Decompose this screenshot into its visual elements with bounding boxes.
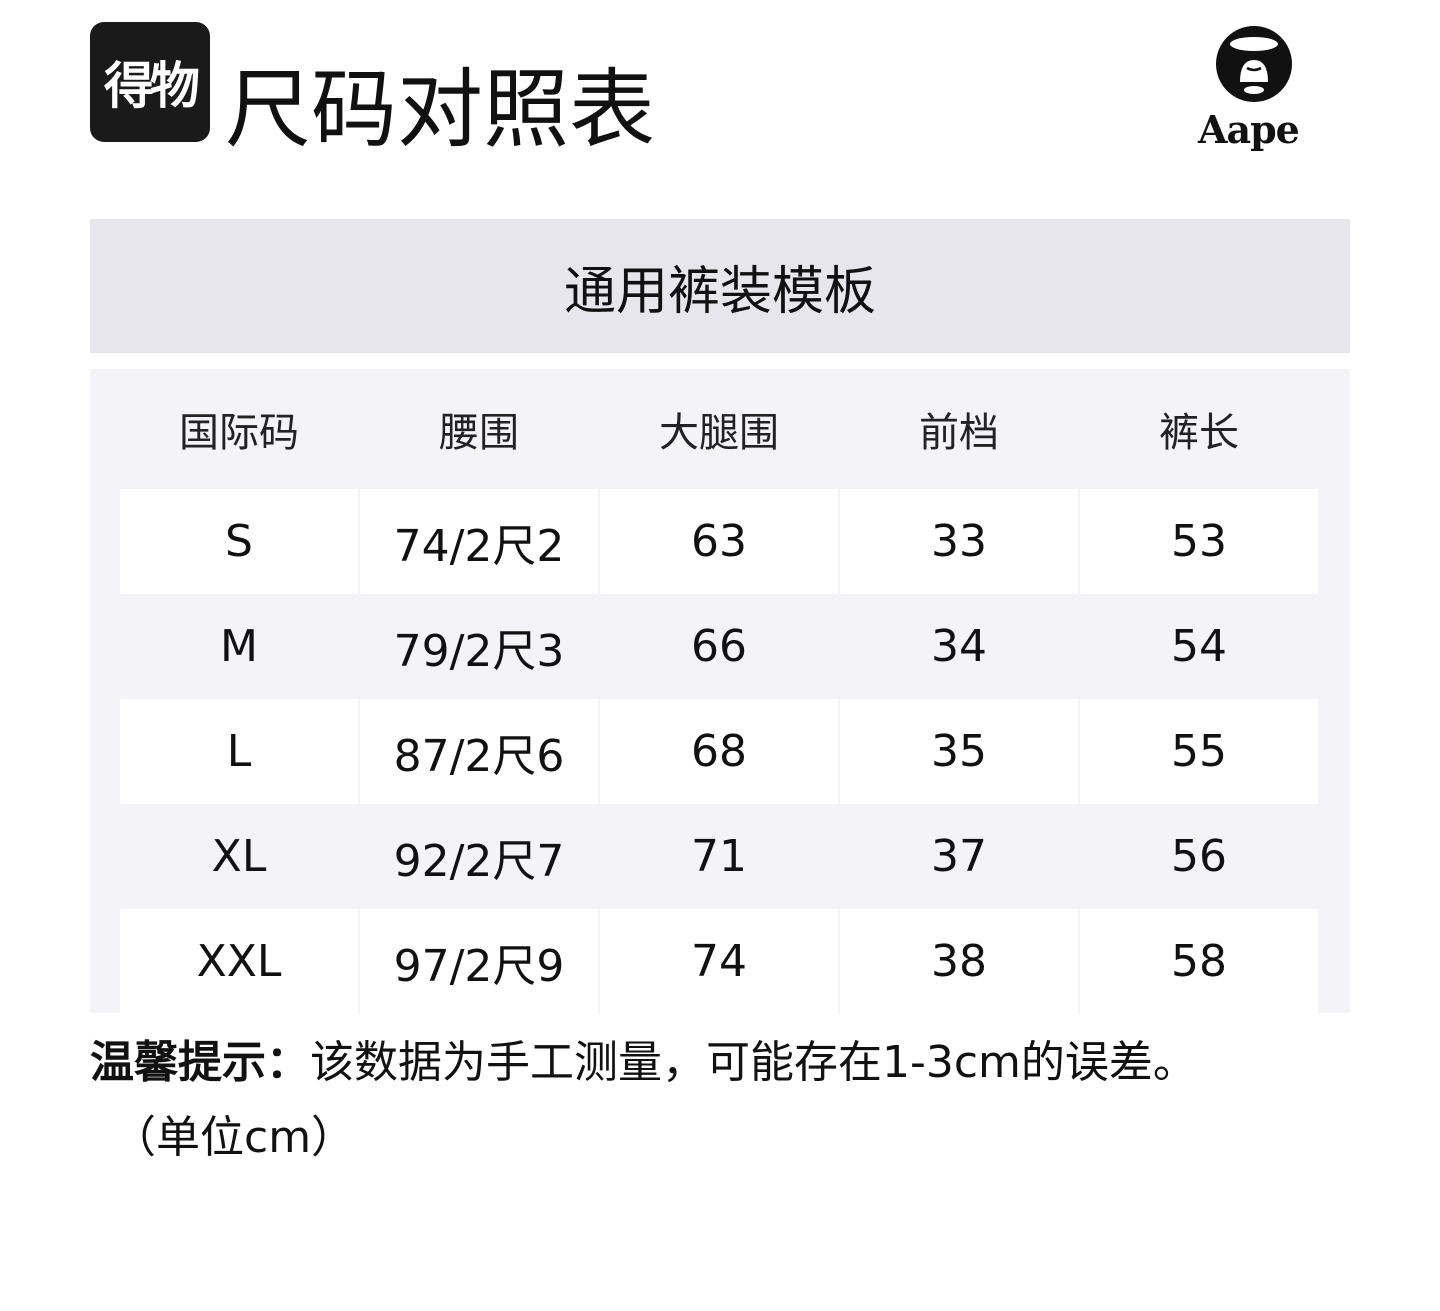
table-cell: 74 <box>600 909 838 1014</box>
dewu-logo: 得物 <box>90 22 210 142</box>
column-header: 大腿围 <box>659 410 779 456</box>
table-cell: 37 <box>931 831 987 882</box>
table-cell: S <box>120 489 358 594</box>
note: 温馨提示：该数据为手工测量，可能存在1-3cm的误差。 <box>90 1035 1197 1091</box>
column-header: 前档 <box>919 410 999 456</box>
column-header: 腰围 <box>439 410 519 456</box>
table-cell: 63 <box>600 489 838 594</box>
table-cell: 38 <box>840 909 1078 1014</box>
table-cell: 34 <box>931 621 987 672</box>
size-table: 国际码 腰围 大腿围 前档 裤长 S 74/2尺2 63 33 53 M 79/2尺3 66 34 54 L 8… <box>90 369 1350 1014</box>
ape-head-icon <box>1216 26 1292 102</box>
table-cell: XXL <box>120 909 358 1014</box>
table-cell: 56 <box>1171 831 1227 882</box>
table-cell: 97/2尺9 <box>360 909 598 1014</box>
table-cell: 35 <box>840 699 1078 804</box>
table-cell: 68 <box>600 699 838 804</box>
note-label: 温馨提示： <box>90 1037 310 1088</box>
table-cell: 53 <box>1080 489 1318 594</box>
column-header: 国际码 <box>179 410 299 456</box>
column-header: 裤长 <box>1159 410 1239 456</box>
table-cell: L <box>120 699 358 804</box>
aape-logo: Aape <box>1196 24 1311 150</box>
table-cell: 74/2尺2 <box>360 489 598 594</box>
table-cell: XL <box>211 831 267 882</box>
table-cell: 58 <box>1080 909 1318 1014</box>
table-cell: 79/2尺3 <box>393 625 565 677</box>
table-cell: 54 <box>1171 621 1227 672</box>
page-title: 尺码对照表 <box>225 60 655 160</box>
table-cell: M <box>220 621 258 672</box>
table-cell: 33 <box>840 489 1078 594</box>
unit-note: （单位cm） <box>112 1112 356 1163</box>
table-cell: 55 <box>1080 699 1318 804</box>
table-cell: 71 <box>691 831 747 882</box>
template-title: 通用裤装模板 <box>90 219 1350 353</box>
table-cell: 92/2尺7 <box>393 835 565 887</box>
table-cell: 66 <box>691 621 747 672</box>
table-cell: 87/2尺6 <box>360 699 598 804</box>
note-text: 该数据为手工测量，可能存在1-3cm的误差。 <box>310 1037 1197 1088</box>
